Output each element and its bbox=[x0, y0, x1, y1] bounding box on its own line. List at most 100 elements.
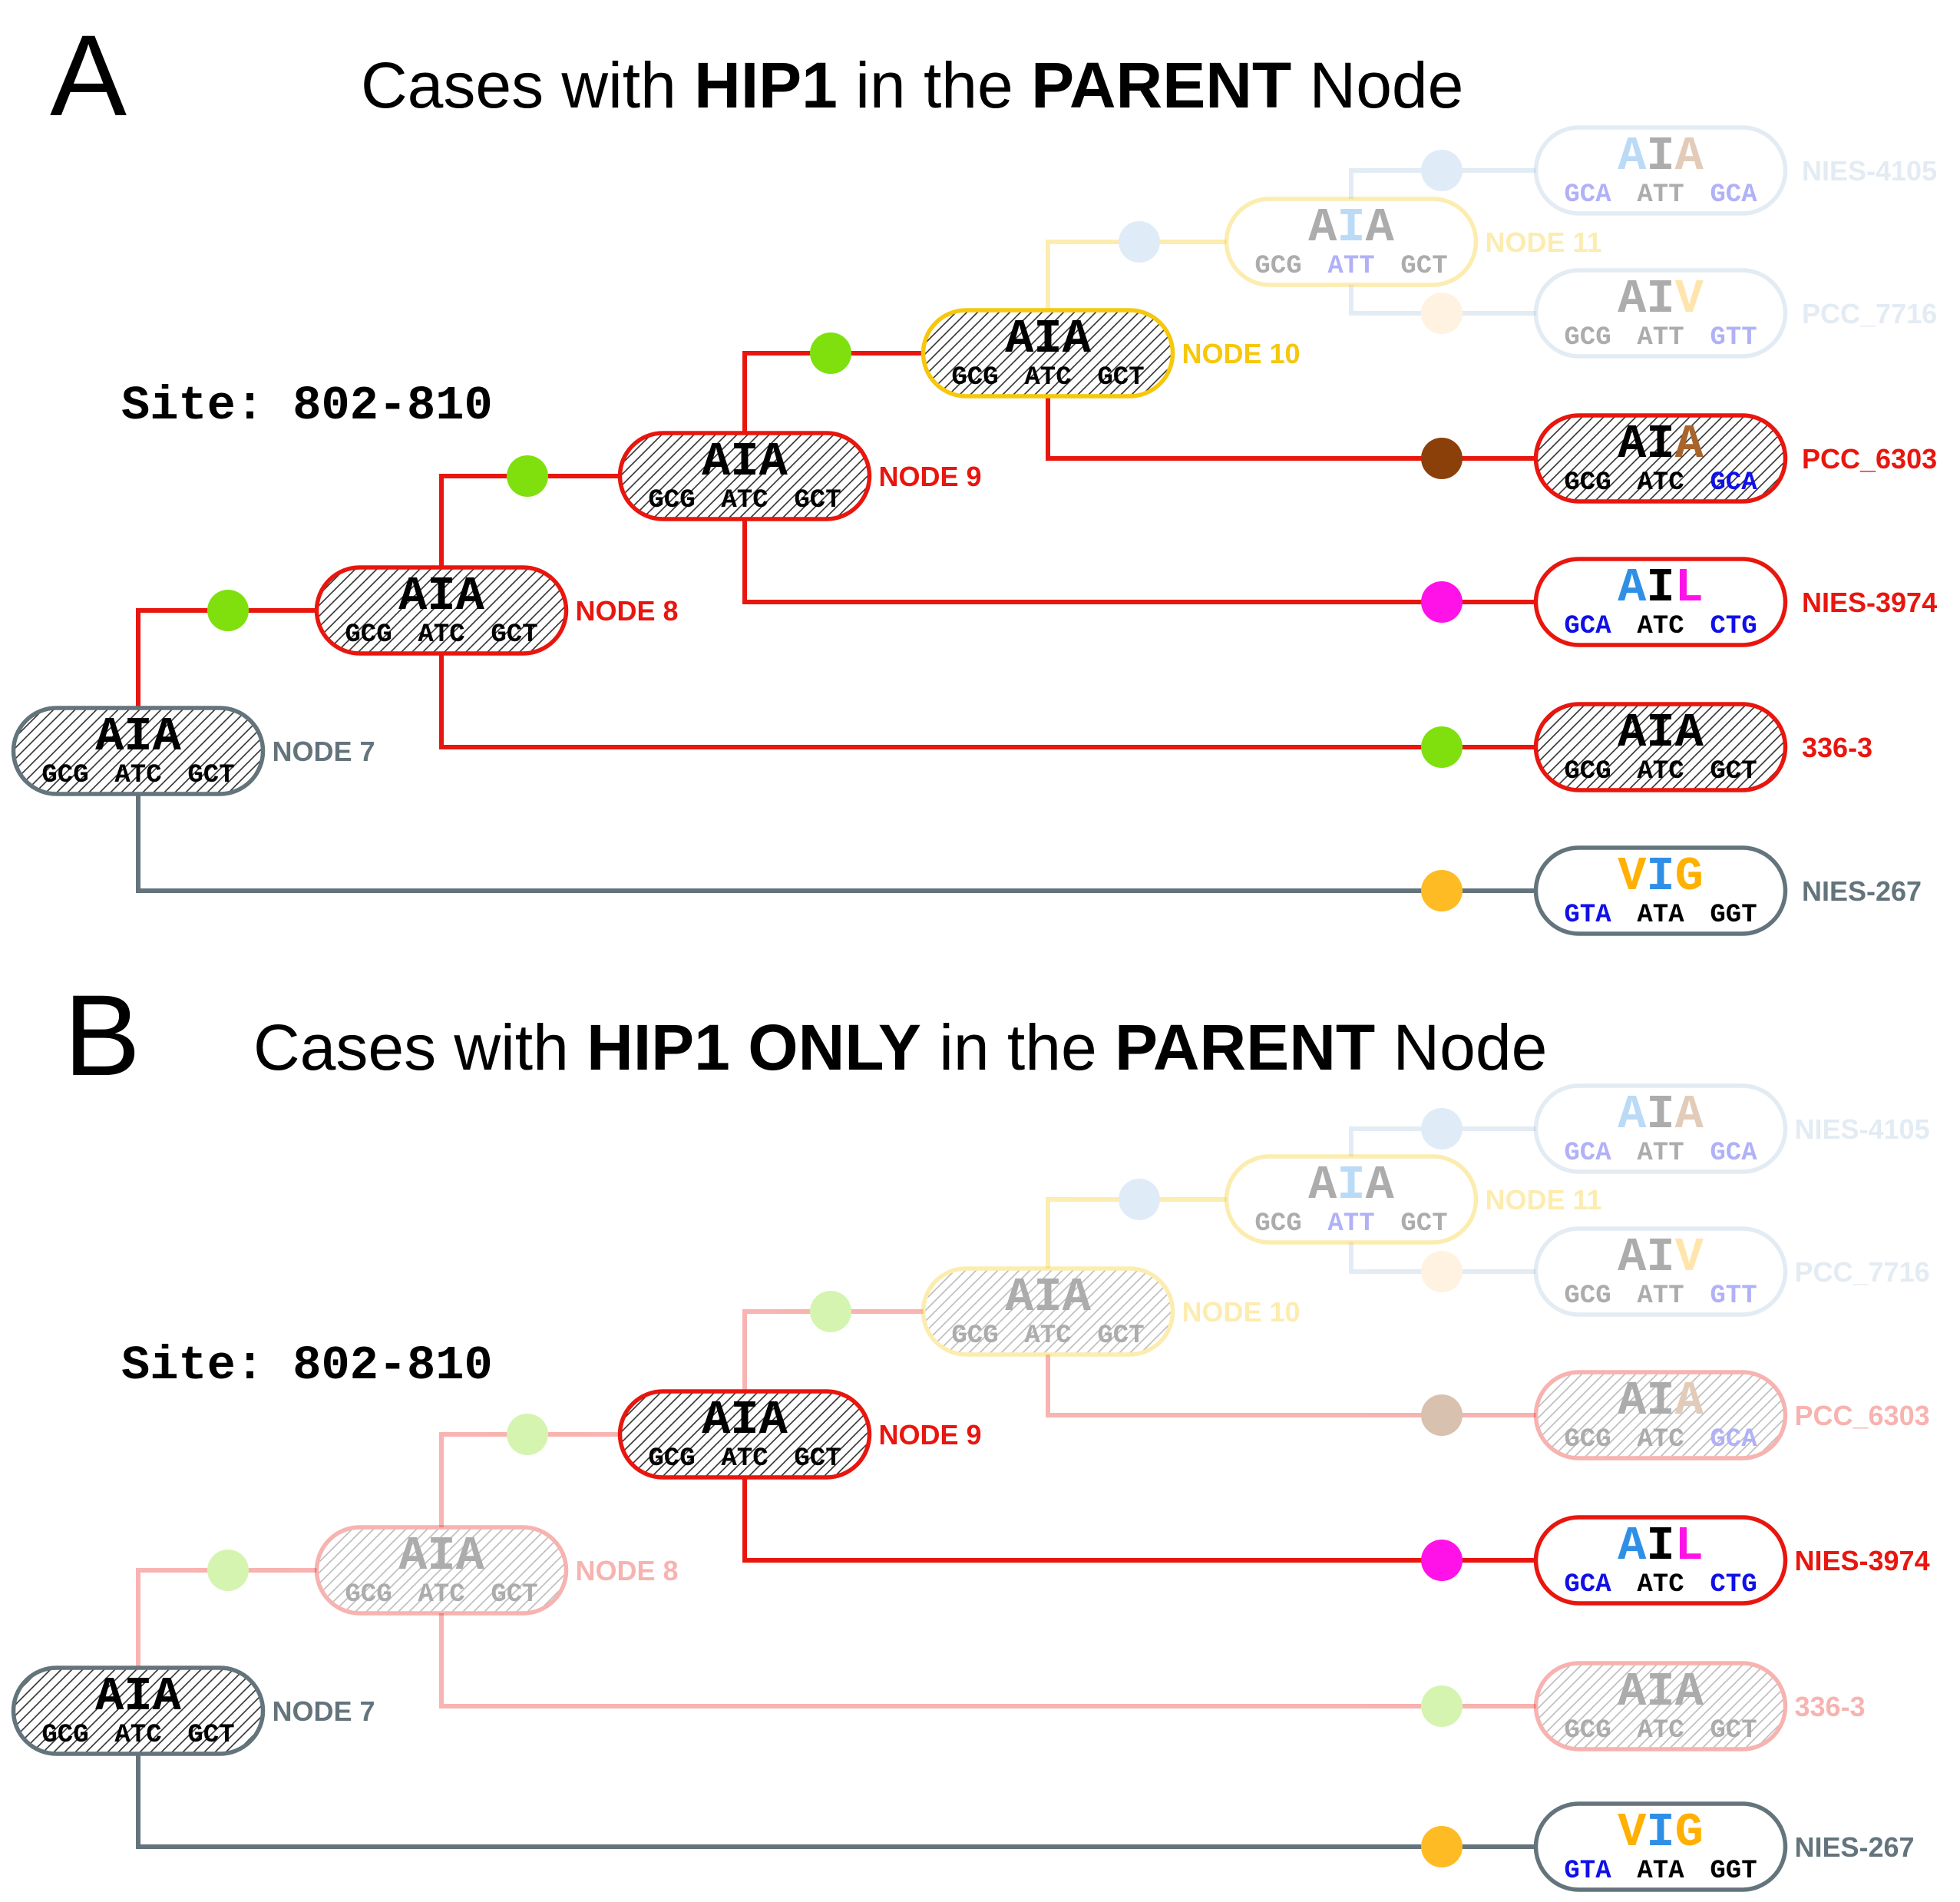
codon: ATC bbox=[721, 486, 768, 515]
amino-acid: A bbox=[456, 1529, 485, 1583]
amino-acid: A bbox=[1618, 706, 1647, 760]
codon: ATC bbox=[418, 620, 464, 650]
title-segment: PARENT bbox=[1115, 1011, 1375, 1083]
amino-acid: A bbox=[1618, 417, 1647, 471]
amino-acid: I bbox=[1646, 1805, 1674, 1860]
edge-n9-nies3974 bbox=[742, 1477, 1536, 1581]
codon: GCT bbox=[491, 1580, 537, 1609]
node-label: NODE 10 bbox=[1182, 1296, 1301, 1328]
edge-n9-n10 bbox=[742, 1291, 924, 1391]
node-label: NODE 11 bbox=[1486, 1184, 1602, 1216]
mutation-dot bbox=[1421, 1826, 1463, 1867]
codon: ATC bbox=[1024, 363, 1071, 392]
amino-acid-sequence: AIA bbox=[1618, 417, 1704, 471]
node-box bbox=[1224, 197, 1479, 287]
mutation-dot bbox=[1421, 150, 1463, 191]
edge-n10-n11 bbox=[1046, 221, 1227, 310]
codon: GCT bbox=[1400, 252, 1447, 281]
amino-acid: A bbox=[153, 710, 182, 764]
node-label: NODE 10 bbox=[1182, 338, 1301, 369]
amino-acid-sequence: AIA bbox=[1308, 1158, 1394, 1212]
amino-acid: I bbox=[1646, 417, 1674, 471]
node-box bbox=[1533, 702, 1788, 792]
branch-line bbox=[439, 1432, 620, 1527]
node-label: NIES-267 bbox=[1795, 1831, 1915, 1863]
site-label: Site: 802-810 bbox=[121, 1338, 493, 1393]
branch-line bbox=[1046, 396, 1536, 461]
codon: GCG bbox=[345, 1580, 392, 1609]
codon: GCT bbox=[794, 1444, 841, 1474]
amino-acid: A bbox=[1618, 272, 1647, 326]
mutation-dot bbox=[1421, 438, 1463, 479]
title-segment: HIP1 bbox=[587, 1011, 730, 1083]
node-label: PCC_7716 bbox=[1795, 1256, 1930, 1288]
edge-n8-s3363 bbox=[439, 653, 1536, 768]
edge-n8-n9 bbox=[439, 455, 620, 567]
node-box bbox=[1533, 1083, 1788, 1174]
mutation-dot bbox=[1421, 1251, 1463, 1292]
panel-a: A Cases with HIP1 in the PARENT Node Site:… bbox=[11, 11, 1937, 936]
amino-acid: A bbox=[1308, 200, 1337, 255]
amino-acid: V bbox=[1675, 272, 1704, 326]
mutation-dot bbox=[1421, 1108, 1463, 1149]
mutation-dot bbox=[1421, 1685, 1463, 1727]
edge-n7-n8 bbox=[136, 1550, 317, 1668]
mutation-dot bbox=[507, 1414, 548, 1455]
amino-acid-sequence: VIG bbox=[1618, 849, 1704, 904]
edge-n10-pcc6303 bbox=[1046, 396, 1536, 479]
codon: GCG bbox=[1564, 468, 1611, 498]
node-label: NODE 9 bbox=[879, 1419, 982, 1450]
codon: GCT bbox=[187, 1721, 234, 1750]
codon: ATT bbox=[1637, 180, 1684, 210]
branch-line bbox=[1046, 240, 1227, 310]
codon: GCG bbox=[41, 1721, 88, 1750]
branch-line bbox=[1349, 1242, 1536, 1274]
title-segment: HIP1 bbox=[694, 49, 838, 121]
codon: ATC bbox=[1024, 1321, 1071, 1351]
amino-acid: A bbox=[1675, 1087, 1704, 1142]
node-box bbox=[1533, 1661, 1788, 1751]
node-label: 336-3 bbox=[1795, 1691, 1866, 1722]
amino-acid: I bbox=[427, 1529, 455, 1583]
amino-acid: A bbox=[1063, 312, 1092, 366]
amino-acid-sequence: AIA bbox=[1618, 706, 1704, 760]
node-label: NODE 7 bbox=[273, 736, 375, 767]
codon: GCG bbox=[1564, 1282, 1611, 1311]
node-box bbox=[1533, 268, 1788, 359]
node-box bbox=[1224, 1154, 1479, 1245]
panel-title: Cases with HIP1 ONLY in the PARENT Node bbox=[253, 1011, 1547, 1083]
edge-n7-nies267 bbox=[136, 794, 1536, 911]
edge-n9-nies3974 bbox=[742, 519, 1536, 623]
branch-line bbox=[1349, 285, 1536, 316]
node-box bbox=[1533, 845, 1788, 936]
codon: GCG bbox=[1564, 1425, 1611, 1454]
codon: ATC bbox=[1637, 612, 1684, 641]
codon: GCG bbox=[1564, 1716, 1611, 1745]
node-label: NIES-3974 bbox=[1802, 587, 1937, 618]
codon: GCT bbox=[1710, 1716, 1757, 1745]
amino-acid: I bbox=[1646, 1519, 1674, 1573]
amino-acid: I bbox=[427, 569, 455, 624]
codon: ATT bbox=[1327, 252, 1374, 281]
amino-acid: A bbox=[1675, 706, 1704, 760]
codon: ATA bbox=[1637, 1857, 1684, 1886]
amino-acid-sequence: AIA bbox=[702, 435, 788, 489]
amino-acid: I bbox=[1646, 129, 1674, 184]
codon: GCA bbox=[1710, 1139, 1757, 1168]
branch-line bbox=[1349, 1126, 1536, 1156]
amino-acid: A bbox=[702, 435, 731, 489]
amino-acid-sequence: AIV bbox=[1618, 272, 1704, 326]
node-label: NIES-4105 bbox=[1802, 155, 1937, 187]
branch-line bbox=[136, 794, 1536, 893]
amino-acid: I bbox=[1646, 1374, 1674, 1428]
